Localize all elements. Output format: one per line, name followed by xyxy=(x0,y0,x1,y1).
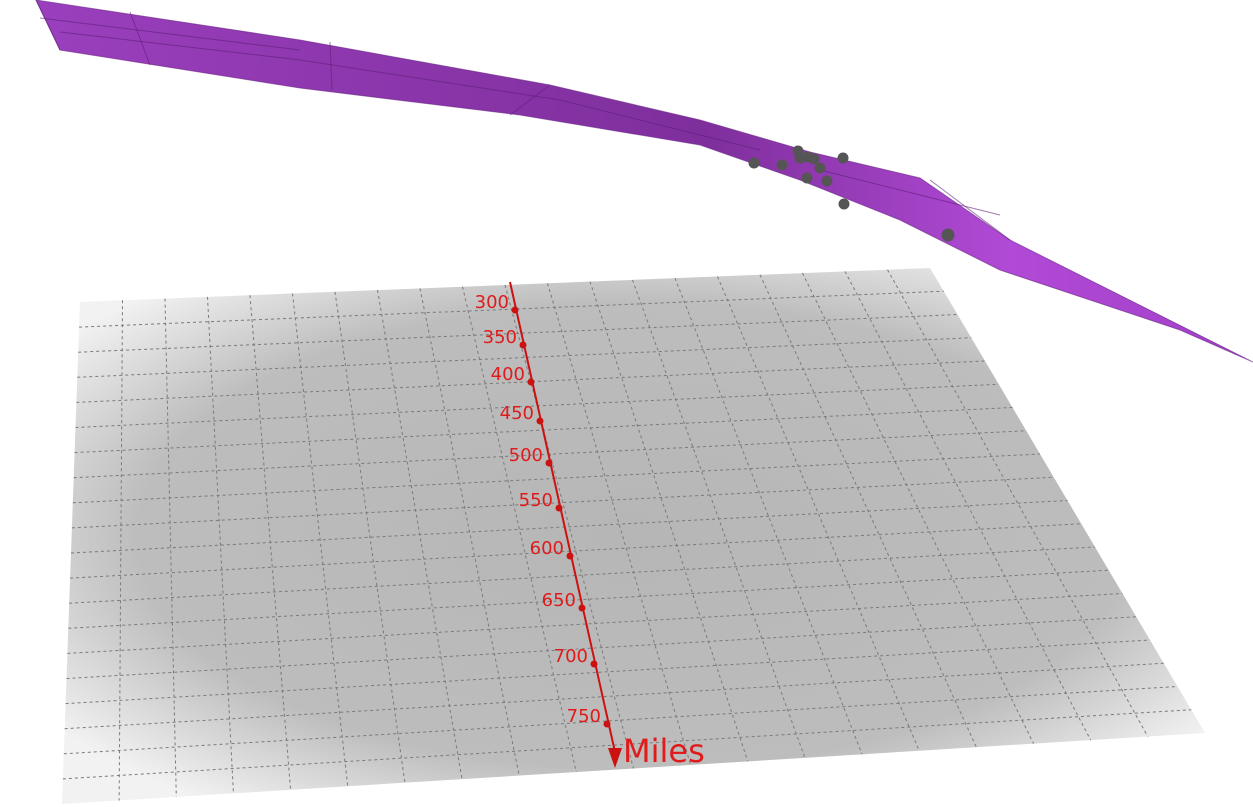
miles-axis-tick xyxy=(536,417,544,425)
miles-axis-arrowhead xyxy=(608,748,622,768)
surface-mesh-line xyxy=(559,99,761,151)
floor-grid-line xyxy=(70,523,1082,579)
surface-mesh-line xyxy=(299,59,561,101)
miles-axis-tick xyxy=(603,720,611,728)
data-point xyxy=(821,175,833,187)
floor-grid-line xyxy=(67,593,1123,654)
miles-axis-tick xyxy=(555,504,563,512)
miles-axis-tick-label: 300 xyxy=(475,292,509,313)
data-point xyxy=(941,228,955,242)
floor-grid-line xyxy=(504,284,634,769)
miles-axis-tick xyxy=(545,459,553,467)
miles-axis-tick-label: 700 xyxy=(554,646,588,667)
miles-axis: 300 350 400 450 500 550 600 650 700 750 Miles xyxy=(475,281,705,770)
data-point xyxy=(776,159,788,171)
floor-grid-line xyxy=(118,300,123,801)
data-point xyxy=(837,152,849,164)
miles-axis-title: Miles xyxy=(623,732,705,770)
miles-axis-tick xyxy=(527,378,535,386)
floor-plane xyxy=(62,268,1205,804)
surface-mesh-line xyxy=(35,0,61,51)
miles-axis-tick-label: 750 xyxy=(567,706,601,727)
miles-axis-tick xyxy=(519,341,527,349)
floor-grid-line xyxy=(589,281,749,762)
floor-grid-line xyxy=(70,500,1068,554)
miles-axis-tick xyxy=(566,552,574,560)
floor-grid-line xyxy=(77,337,972,378)
surface-sheet xyxy=(35,0,1253,363)
floor-grid-line xyxy=(717,276,920,751)
floor-grid-line xyxy=(207,296,234,794)
floor-grid-line xyxy=(71,476,1054,529)
data-point xyxy=(801,172,813,184)
floor-grid-line xyxy=(76,360,986,403)
miles-axis-tick-label: 500 xyxy=(509,445,543,466)
data-point xyxy=(794,152,806,164)
floor-grid-line xyxy=(419,288,520,776)
floor-grid-line xyxy=(674,278,863,755)
floor-grid-line xyxy=(334,291,406,783)
floor-grid-line xyxy=(65,639,1151,705)
miles-axis-tick xyxy=(590,660,598,668)
floor-grid-line xyxy=(292,293,349,787)
floor-grid-line xyxy=(844,271,1092,741)
floor-grid-line xyxy=(632,279,806,759)
surface-mesh-line xyxy=(819,169,1001,216)
miles-axis-tick-label: 450 xyxy=(500,403,534,424)
surface-mesh-line xyxy=(329,41,333,91)
surface-mesh-line xyxy=(509,84,551,116)
miles-axis-line xyxy=(509,281,616,753)
miles-axis-tick xyxy=(578,604,586,612)
surface xyxy=(35,0,1253,363)
floor-grid-line xyxy=(887,269,1149,737)
surface-mesh xyxy=(35,0,1011,241)
surface-mesh-line xyxy=(59,31,301,61)
data-point xyxy=(838,198,850,210)
miles-axis-tick-label: 350 xyxy=(483,327,517,348)
data-point xyxy=(748,157,760,169)
surface-mesh-line xyxy=(129,11,151,66)
floor-grid-line xyxy=(462,286,577,773)
surface-mesh-line xyxy=(929,179,1011,241)
floor-grid-line xyxy=(164,298,177,797)
data-point xyxy=(808,153,820,165)
floor-grid-line xyxy=(62,709,1192,780)
data-points xyxy=(748,145,955,242)
miles-axis-tick-label: 550 xyxy=(519,490,553,511)
floor-grid-line xyxy=(759,274,977,748)
data-point xyxy=(814,162,826,174)
miles-axis-tick xyxy=(511,306,519,314)
miles-axis-tick-label: 400 xyxy=(491,364,525,385)
surface-mesh-line xyxy=(39,17,301,51)
miles-axis-tick-label: 600 xyxy=(530,538,564,559)
miles-axis-ticks: 300 350 400 450 500 550 600 650 700 750 xyxy=(475,292,611,728)
floor-grid-line xyxy=(66,616,1137,679)
miles-axis-tick-label: 650 xyxy=(542,590,576,611)
